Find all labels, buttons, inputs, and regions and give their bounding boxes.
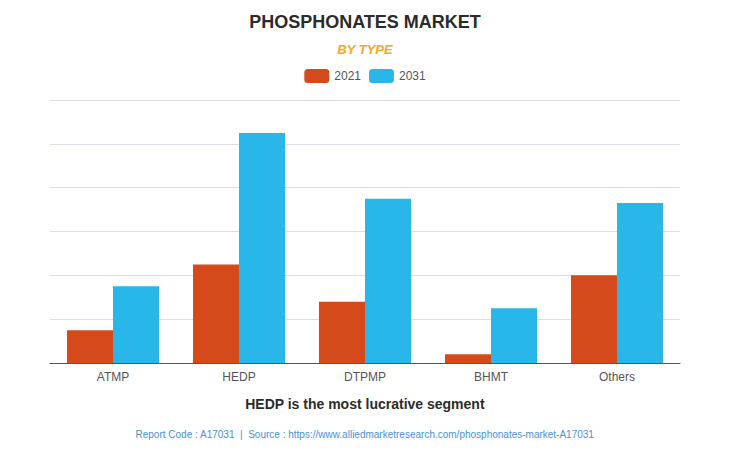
- svg-text:HEDP is the most lucrative seg: HEDP is the most lucrative segment: [245, 396, 485, 412]
- svg-text:ATMP: ATMP: [97, 370, 129, 384]
- svg-text:Report Code : A17031 | Sourc: Report Code : A17031 | Source : https://…: [136, 429, 595, 440]
- svg-text:DTPMP: DTPMP: [344, 370, 386, 384]
- svg-text:Others: Others: [599, 370, 635, 384]
- svg-text:2031: 2031: [399, 69, 426, 83]
- svg-text:HEDP: HEDP: [222, 370, 255, 384]
- svg-text:PHOSPHONATES MARKET: PHOSPHONATES MARKET: [249, 12, 481, 32]
- svg-text:BHMT: BHMT: [474, 370, 509, 384]
- svg-text:BY TYPE: BY TYPE: [337, 42, 393, 57]
- svg-text:2021: 2021: [334, 69, 361, 83]
